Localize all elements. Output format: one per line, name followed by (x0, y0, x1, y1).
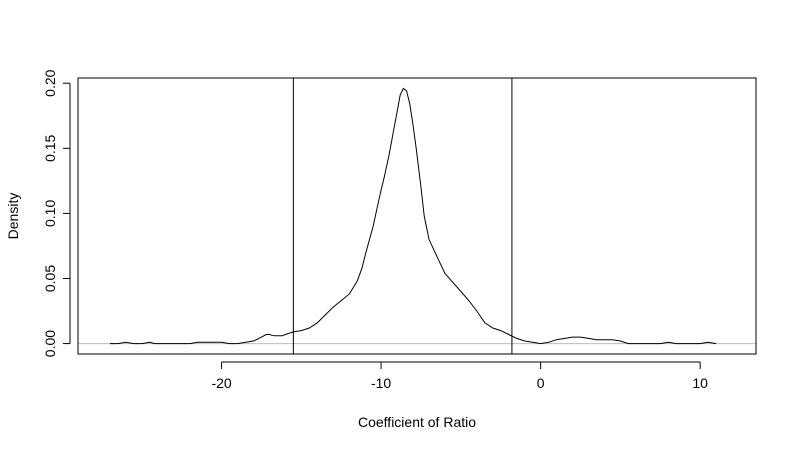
x-tick-label: -20 (211, 375, 231, 391)
y-tick-label: 0.05 (42, 265, 58, 292)
threshold-lines (292, 78, 513, 354)
x-axis: -20 -10 0 10 (211, 361, 708, 391)
x-tick-label: 10 (692, 375, 708, 391)
x-tick-label: -10 (371, 375, 391, 391)
y-axis: 0.00 0.05 0.10 0.15 0.20 (42, 69, 71, 357)
y-tick-label: 0.00 (42, 330, 58, 357)
density-curve (109, 87, 717, 345)
plot-frame (77, 77, 757, 355)
y-axis-label: Density (5, 193, 21, 240)
x-tick-label: 0 (537, 375, 545, 391)
y-tick-label: 0.20 (42, 69, 58, 96)
y-tick-label: 0.10 (42, 200, 58, 227)
y-tick-label: 0.15 (42, 134, 58, 161)
x-axis-label: Coefficient of Ratio (358, 414, 476, 430)
